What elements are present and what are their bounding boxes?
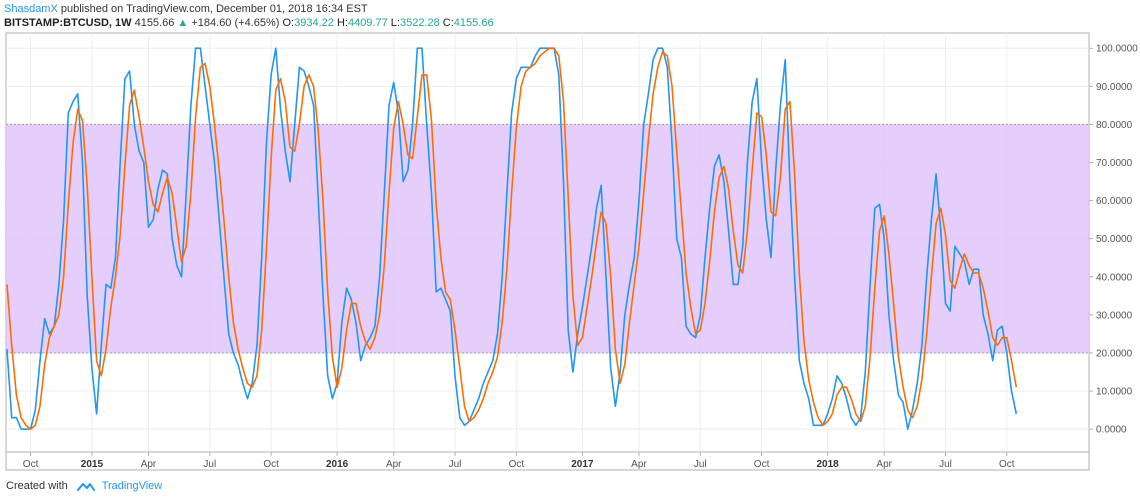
close-label: C:: [442, 17, 454, 29]
x-tick-label: Jul: [694, 459, 707, 470]
x-tick-label: Apr: [386, 459, 402, 470]
x-tick-label: Oct: [999, 459, 1015, 470]
y-tick-label: 70.0000: [1096, 158, 1133, 169]
series-line-k: [6, 47, 1018, 430]
x-tick-label: Jul: [449, 459, 462, 470]
y-axis: 100.0000 90.0000 80.0000 70.0000 60.0000 50.0…: [1089, 44, 1138, 436]
x-tick-label: 2016: [326, 459, 349, 470]
y-tick-label: 40.0000: [1096, 272, 1133, 283]
price-change: +184.60 (+4.65%): [191, 17, 280, 29]
x-tick-label: 2018: [816, 459, 839, 470]
close-value: 4155.66: [453, 17, 494, 29]
y-tick-label: 30.0000: [1096, 310, 1133, 321]
y-tick-label: 50.0000: [1096, 234, 1133, 245]
symbol-info: BITSTAMP:BTCUSD, 1W 4155.66 ▲ +184.60 (+…: [4, 17, 494, 29]
x-tick-label: 2015: [81, 459, 104, 470]
series-lines: [6, 47, 1018, 430]
high-label: H:: [336, 17, 348, 29]
low-label: L:: [390, 17, 400, 29]
publish-info: ShasdamX published on TradingView.com, D…: [4, 3, 368, 15]
symbol-label: BITSTAMP:BTCUSD, 1W: [4, 17, 132, 29]
x-tick-label: Oct: [509, 459, 525, 470]
footer: Created with TradingView: [6, 480, 162, 492]
published-text: published on TradingView.com, December 0…: [60, 3, 368, 15]
last-price: 4155.66: [134, 17, 175, 29]
y-tick-label: 100.0000: [1096, 44, 1138, 55]
x-tick-label: Jul: [203, 459, 216, 470]
open-label: O:: [282, 17, 295, 29]
open-value: 3934.22: [294, 17, 334, 29]
high-value: 4409.77: [347, 17, 388, 29]
x-tick-label: Oct: [754, 459, 770, 470]
x-tick-label: Apr: [141, 459, 157, 470]
y-tick-label: 90.0000: [1096, 82, 1133, 93]
y-tick-label: 10.0000: [1096, 387, 1133, 398]
x-tick-label: Apr: [876, 459, 892, 470]
x-tick-label: Jul: [939, 459, 952, 470]
y-tick-label: 20.0000: [1096, 348, 1133, 359]
overbought-oversold-band: [6, 124, 1089, 353]
x-tick-label: Apr: [631, 459, 647, 470]
change-up-icon: ▲: [177, 17, 189, 29]
x-tick-label: 2017: [571, 459, 594, 470]
series-line-d: [6, 47, 1018, 430]
author-name[interactable]: ShasdamX: [4, 3, 58, 15]
created-with-text: Created with: [6, 480, 68, 492]
tradingview-brand[interactable]: TradingView: [101, 480, 163, 492]
tradingview-logo-icon: [76, 482, 95, 491]
x-tick-label: Oct: [23, 459, 39, 470]
low-value: 3522.28: [399, 17, 440, 29]
y-tick-label: 60.0000: [1096, 196, 1133, 207]
x-tick-label: Oct: [263, 459, 279, 470]
x-axis: Oct 2015 Apr Jul Oct 2016 Apr Jul Oct 2017 Apr Jul O…: [23, 452, 1015, 470]
y-tick-label: 0.0000: [1096, 425, 1127, 436]
y-tick-label: 80.0000: [1096, 120, 1133, 131]
